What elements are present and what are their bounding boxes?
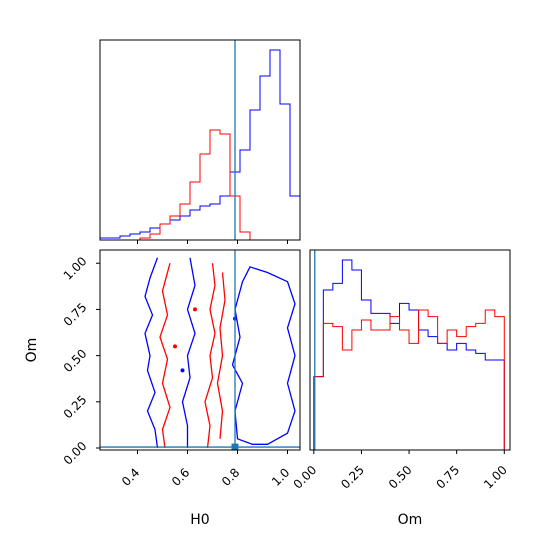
h0-axis-label: H0 — [190, 512, 209, 528]
contour-0 — [144, 257, 159, 449]
contour-2 — [231, 266, 296, 445]
om-hist-axis-label: Om — [398, 512, 423, 528]
contour-3 — [159, 263, 171, 449]
h0-hist-series-run_b — [100, 129, 300, 240]
contour-marker-1 — [180, 368, 185, 373]
contour-frame — [99, 249, 301, 451]
contour-5 — [216, 272, 226, 439]
h0-hist-frame — [99, 39, 301, 241]
om-hist-frame — [309, 249, 511, 451]
contour-marker-2 — [173, 344, 177, 349]
om-hist-series-run_b — [313, 309, 505, 450]
om-hist-series-run_a — [313, 259, 505, 450]
contour-1 — [181, 257, 196, 448]
om-axis-label: Om — [24, 338, 40, 363]
contour-truth-marker — [231, 443, 239, 451]
contour-4 — [204, 263, 216, 449]
contour-marker-3 — [193, 307, 197, 312]
h0-hist-series-run_a — [100, 49, 300, 240]
